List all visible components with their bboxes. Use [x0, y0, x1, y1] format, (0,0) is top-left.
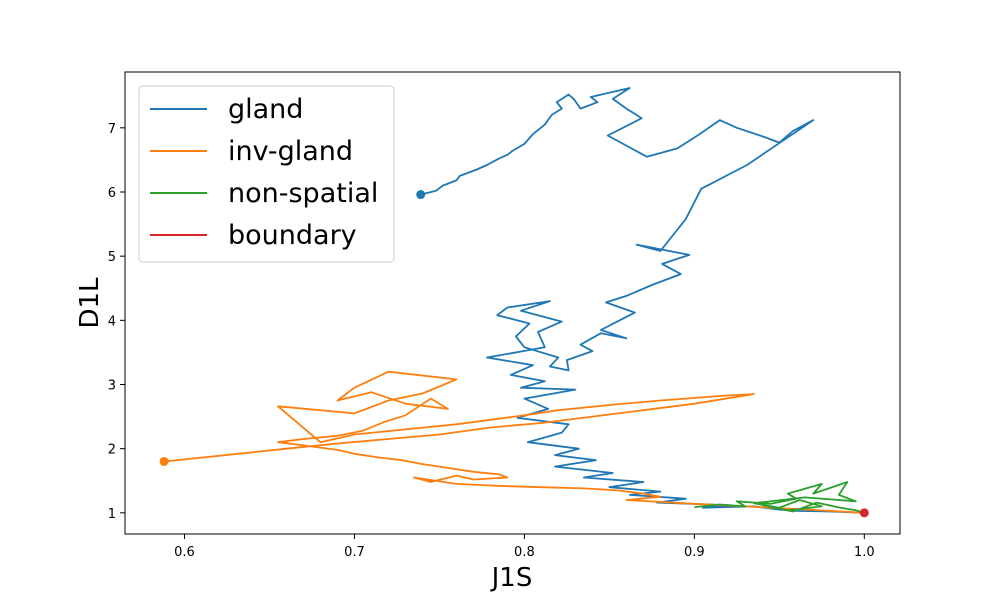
legend-label-non-spatial: non-spatial: [228, 178, 378, 209]
legend-label-gland: gland: [228, 94, 303, 125]
x-tick-label: 0.8: [514, 545, 535, 560]
y-tick-label: 5: [108, 250, 116, 265]
y-tick-label: 2: [108, 443, 116, 458]
series-line-gland: [420, 87, 865, 514]
start-point-inv-gland: [159, 456, 169, 466]
y-tick-label: 6: [108, 186, 116, 201]
series-line-inv-gland: [164, 370, 865, 514]
legend-box: [138, 85, 395, 263]
y-tick-label: 4: [108, 314, 116, 329]
x-tick-label: 0.7: [344, 545, 365, 560]
y-axis-label: D1L: [75, 277, 105, 329]
y-tick-label: 7: [108, 122, 116, 137]
plot-frame: [124, 71, 901, 535]
x-tick-label: 1.0: [854, 545, 875, 560]
x-tick-label: 0.9: [684, 545, 705, 560]
x-axis-label: J1S: [490, 563, 533, 593]
series-line-non-spatial: [694, 481, 865, 514]
legend: gland inv-gland non-spatial boundary: [138, 85, 395, 263]
legend-label-inv-gland: inv-gland: [228, 136, 353, 167]
start-point-gland: [416, 190, 426, 200]
y-tick-label: 1: [108, 507, 116, 522]
start-point-boundary: [859, 508, 869, 518]
x-tick-label: 0.6: [174, 545, 195, 560]
y-tick-label: 3: [108, 378, 116, 393]
legend-label-boundary: boundary: [228, 220, 357, 251]
